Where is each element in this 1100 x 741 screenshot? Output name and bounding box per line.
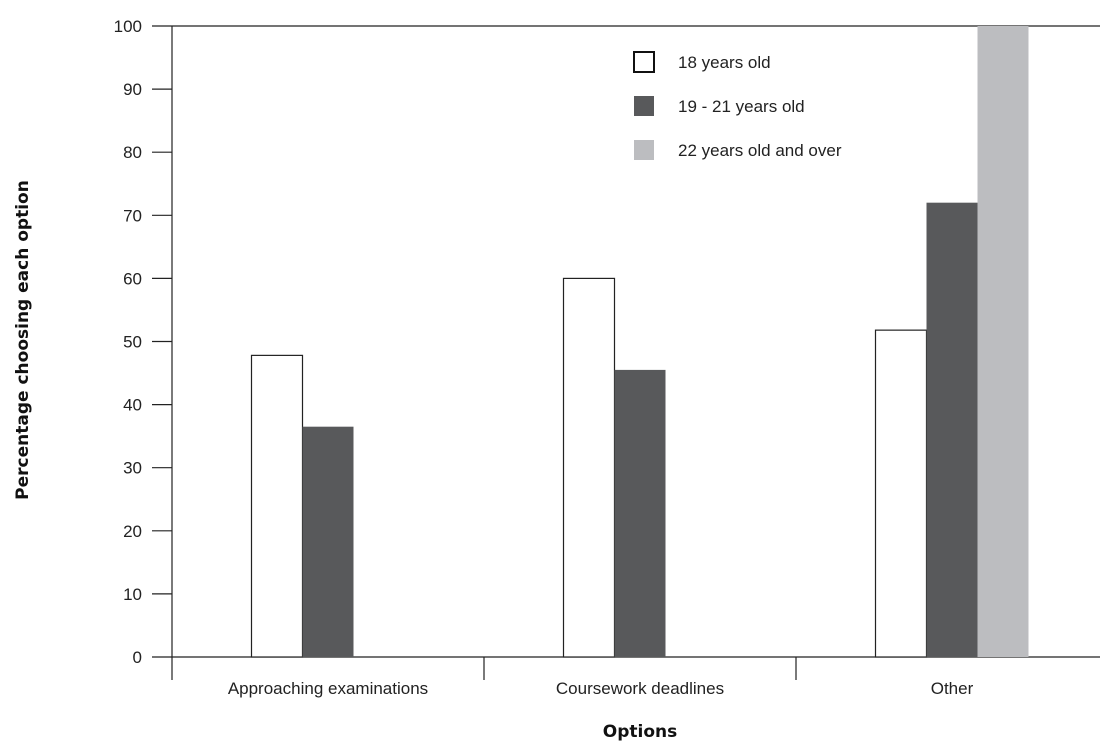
y-tick-label: 60 — [123, 269, 142, 288]
bar — [614, 369, 666, 657]
legend-swatch — [634, 96, 654, 116]
legend-label: 18 years old — [678, 53, 771, 72]
bar — [250, 354, 304, 658]
y-tick-label: 70 — [123, 206, 142, 225]
legend: 18 years old 19 - 21 years old 22 years ol… — [633, 51, 842, 160]
y-tick-label: 90 — [123, 80, 142, 99]
x-axis-title: Options — [603, 722, 677, 741]
bar — [562, 277, 616, 658]
legend-label: 22 years old and over — [678, 141, 842, 160]
bar — [926, 202, 978, 657]
y-tick-label: 40 — [123, 396, 142, 415]
y-tick-label: 100 — [114, 17, 142, 36]
legend-label: 19 - 21 years old — [678, 97, 805, 116]
y-axis-title: Percentage choosing each option — [13, 180, 33, 500]
y-tick-label: 0 — [133, 648, 142, 667]
legend-swatch — [633, 51, 655, 73]
bars — [250, 26, 1029, 658]
bar — [874, 329, 928, 658]
legend-swatch — [634, 140, 654, 160]
y-tick-label: 10 — [123, 585, 142, 604]
x-category-label: Other — [931, 679, 974, 698]
y-tick-label: 80 — [123, 143, 142, 162]
x-category-label: Coursework deadlines — [556, 679, 724, 698]
y-tick-label: 30 — [123, 459, 142, 478]
x-category-label: Approaching examinations — [228, 679, 428, 698]
bar — [302, 426, 354, 657]
y-axis: 0 10 20 30 40 50 60 70 80 90 100 — [114, 17, 1100, 680]
y-tick-label: 20 — [123, 522, 142, 541]
x-axis: Approaching examinations Coursework deadl… — [172, 656, 1100, 698]
bar — [977, 26, 1029, 657]
y-tick-label: 50 — [123, 333, 142, 352]
